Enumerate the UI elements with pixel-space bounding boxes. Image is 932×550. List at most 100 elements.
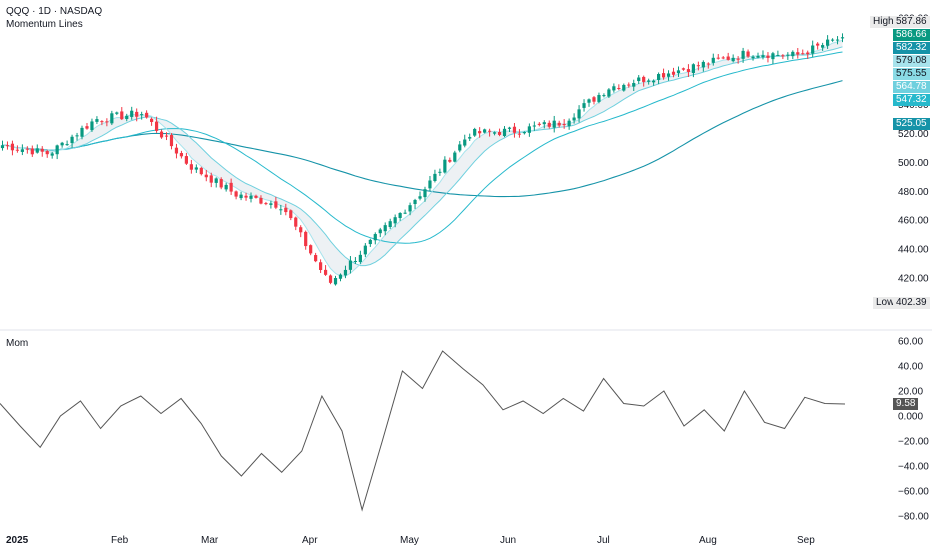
candle	[647, 78, 651, 85]
candle	[438, 168, 442, 176]
candle	[45, 149, 49, 158]
candle	[786, 52, 790, 60]
candle	[244, 192, 248, 201]
time-tick-label: 2025	[6, 535, 29, 546]
candle	[140, 111, 144, 120]
candle	[612, 83, 616, 93]
indicator-name: Momentum Lines	[6, 19, 83, 30]
price-tag: 586.66	[893, 29, 930, 41]
momentum-tick-label: −20.00	[898, 437, 929, 448]
candle	[15, 145, 19, 153]
candle	[184, 152, 188, 165]
candle	[5, 141, 10, 150]
momentum-pane	[0, 350, 846, 512]
candle	[716, 54, 720, 60]
candle	[488, 128, 492, 137]
momentum-tick-label: 40.00	[898, 362, 923, 373]
candle	[492, 131, 497, 136]
chart-header: QQQ · 1D · NASDAQ Momentum Lines	[6, 5, 102, 31]
candle	[413, 198, 417, 209]
candle	[274, 196, 278, 210]
candle	[691, 63, 695, 78]
candle	[652, 79, 656, 86]
candle	[731, 54, 735, 63]
candle	[483, 128, 487, 134]
candle	[323, 265, 328, 276]
candles	[0, 33, 845, 286]
candle	[135, 108, 139, 122]
candle	[259, 195, 263, 205]
candle	[284, 203, 288, 216]
low-label: Low	[873, 297, 898, 309]
candle	[110, 110, 114, 126]
momentum-tick-label: 60.00	[898, 337, 923, 348]
candle	[150, 117, 154, 126]
candle	[55, 144, 59, 160]
candle	[348, 256, 353, 274]
candle	[826, 35, 830, 49]
time-tick-label: Jun	[500, 535, 516, 546]
candle	[383, 222, 387, 236]
momentum-tick-label: 20.00	[898, 387, 923, 398]
candle	[154, 116, 159, 133]
price-tick-label: 500.00	[898, 158, 929, 169]
candle	[681, 67, 686, 71]
momentum-tick-label: 0.000	[898, 412, 923, 423]
candle	[189, 159, 193, 174]
candle	[239, 191, 243, 201]
momentum-tick-label: −60.00	[898, 487, 929, 498]
momentum-tick-label: −40.00	[898, 462, 929, 473]
candle	[0, 140, 5, 151]
candle	[622, 83, 626, 92]
candle	[358, 250, 362, 264]
candle	[587, 98, 591, 107]
candle	[771, 51, 775, 65]
time-tick-label: Apr	[302, 535, 318, 546]
candle	[592, 95, 596, 105]
candle	[577, 105, 581, 123]
candle	[90, 118, 94, 132]
candle	[562, 119, 566, 129]
candle	[572, 113, 576, 124]
price-tag: 525.05	[893, 118, 930, 130]
candle	[676, 66, 681, 77]
candle	[522, 131, 526, 135]
candle	[299, 225, 303, 238]
candle	[418, 191, 422, 201]
candle	[478, 127, 482, 138]
candle	[40, 146, 44, 157]
candle	[70, 134, 74, 148]
candle	[696, 61, 700, 71]
candle	[393, 214, 397, 228]
candle	[309, 244, 313, 256]
price-tag: 579.08	[893, 55, 930, 67]
candle	[547, 120, 551, 129]
candle	[701, 60, 705, 72]
candle	[542, 120, 546, 129]
candle	[80, 125, 84, 140]
symbol-title: QQQ · 1D · NASDAQ	[6, 6, 103, 17]
candle	[597, 92, 601, 104]
candle	[458, 141, 462, 153]
candle	[567, 118, 571, 130]
price-tick-label: 420.00	[898, 274, 929, 285]
candle	[497, 128, 502, 137]
momentum-value-tag: 9.58	[893, 398, 919, 410]
time-tick-label: Feb	[111, 535, 129, 546]
candle	[428, 176, 432, 191]
candle	[811, 40, 815, 58]
candle	[164, 132, 169, 141]
candle	[363, 243, 367, 258]
candle	[333, 275, 338, 286]
candle	[617, 84, 621, 91]
candle	[174, 143, 179, 159]
candle	[602, 93, 606, 98]
time-axis: 2025 Feb Mar Apr May Jun Jul Aug Sep	[6, 535, 815, 546]
candle	[711, 53, 715, 66]
candle	[507, 126, 512, 133]
candle	[105, 118, 109, 127]
candle	[776, 50, 780, 57]
candle	[582, 99, 586, 112]
candle	[706, 62, 710, 69]
candle	[120, 107, 124, 121]
